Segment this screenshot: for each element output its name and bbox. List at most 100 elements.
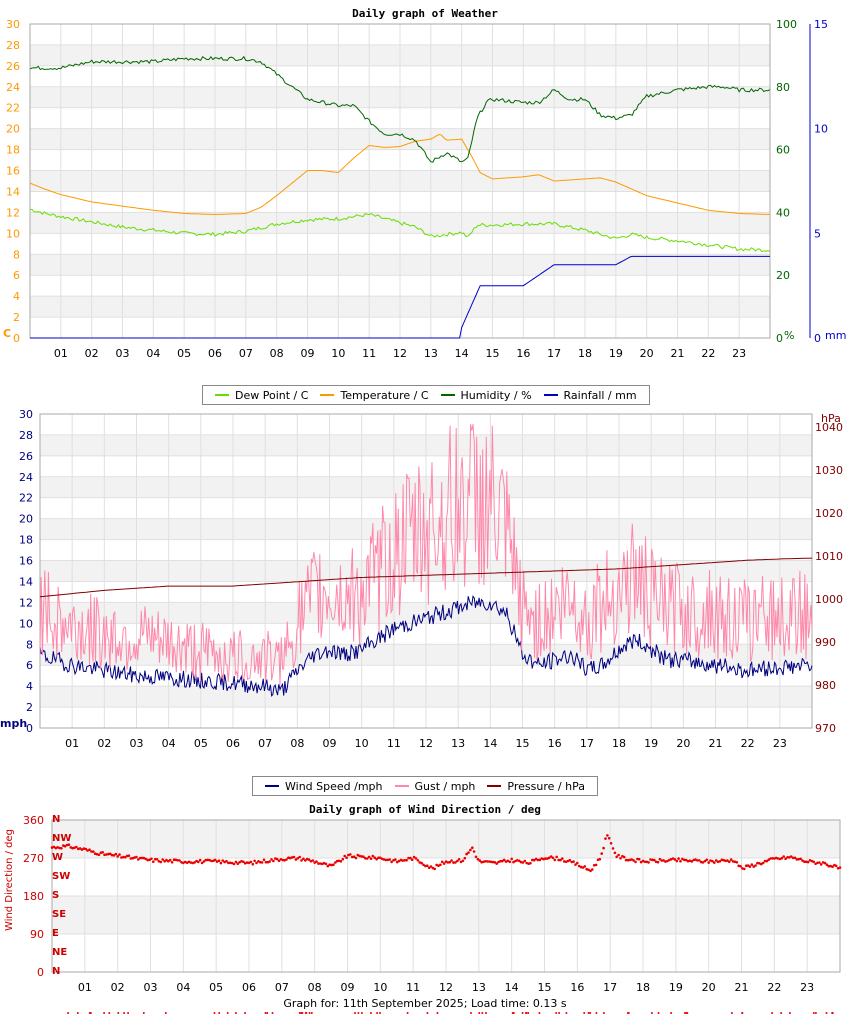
chart2-speed-tick: 2 [26, 701, 33, 714]
chart3-x-tick: 02 [111, 981, 125, 994]
chart3-point [789, 855, 793, 858]
chart2-speed-tick: 14 [19, 575, 33, 588]
chart3-point [311, 859, 315, 862]
chart3-point [606, 834, 609, 837]
chart3-point [178, 859, 181, 862]
chart3-point [782, 855, 785, 858]
chart3-x-tick: 04 [176, 981, 190, 994]
chart1-left-tick: 0 [13, 332, 20, 345]
chart3-point [653, 858, 656, 862]
chart3-point [409, 856, 412, 860]
chart2-x-tick: 18 [612, 737, 626, 750]
chart1-humidity-tick: 40 [776, 206, 790, 219]
chart3-calm-point [305, 1012, 308, 1014]
chart3-point [831, 865, 834, 868]
chart3-deg-tick: 0 [37, 966, 44, 979]
chart3-point [302, 857, 305, 861]
chart1-series-1 [29, 133, 771, 216]
chart1-rain-tick: 5 [814, 227, 821, 240]
chart3-x-tick: 10 [373, 981, 387, 994]
legend-label: Rainfall / mm [563, 388, 637, 402]
chart2-pressure-tick: 1000 [815, 593, 843, 606]
legend-label: Temperature / C [340, 388, 429, 402]
chart1-x-tick: 02 [85, 347, 99, 360]
chart1-humidity-tick: 100 [776, 18, 797, 31]
chart3-point [446, 861, 450, 864]
chart3-point [168, 858, 172, 862]
chart3-point [420, 861, 423, 865]
chart3-point [138, 856, 142, 860]
chart3-x-tick: 20 [702, 981, 716, 994]
chart3-compass-label: NW [52, 833, 71, 844]
chart2-x-tick: 22 [741, 737, 755, 750]
chart3-point [639, 860, 643, 864]
chart3-plot-border [51, 819, 841, 973]
chart3-x-tick: 19 [669, 981, 683, 994]
chart3-x-tick: 21 [735, 981, 749, 994]
chart3-calm-point [436, 1012, 439, 1014]
chart3-point [326, 864, 330, 868]
chart3-x-tick: 11 [406, 981, 420, 994]
chart3-point [750, 863, 754, 866]
chart3-x-tick: 23 [800, 981, 814, 994]
chart2-x-tick: 01 [65, 737, 79, 750]
chart3-point [118, 853, 121, 856]
chart3-point [819, 863, 823, 866]
chart3-point [217, 859, 221, 862]
chart3-calm-point [470, 1012, 472, 1014]
chart3-calm-point [685, 1012, 688, 1014]
chart1-humidity-tick: 0 [776, 332, 783, 345]
chart2-x-tick: 07 [258, 737, 272, 750]
chart3-point [255, 861, 258, 865]
chart3-point [544, 857, 547, 860]
wind-chart: 01 02 03 04 05 06 07 08 09 10 11 12 13 14 15 16 17 18 19 20… [19, 408, 843, 750]
chart3-point [135, 855, 138, 859]
chart3-point [763, 859, 767, 863]
chart3-point [690, 860, 694, 863]
chart3-point [315, 860, 318, 863]
chart3-point [484, 860, 487, 863]
chart3-point [577, 864, 581, 868]
chart1-left-tick: 10 [6, 227, 20, 240]
chart2-speed-tick: 8 [26, 638, 33, 651]
chart3-point [395, 860, 399, 864]
chart3-point [144, 857, 148, 861]
chart3-point [253, 859, 256, 863]
chart1-x-tick: 06 [208, 347, 222, 360]
chart3-point [204, 858, 208, 862]
chart3-calm-point [478, 1012, 481, 1014]
chart2-speed-tick: 6 [26, 659, 33, 672]
chart1-x-tick: 12 [393, 347, 407, 360]
chart3-point [425, 864, 429, 867]
legend-item: Pressure / hPa [487, 780, 585, 793]
chart2-x-tick: 10 [355, 737, 369, 750]
chart3-point [388, 858, 392, 861]
chart3-point [698, 859, 701, 862]
chart3-point [647, 861, 650, 864]
chart3-point [611, 847, 615, 850]
chart3-calm-point [814, 1012, 817, 1014]
chart3-point [232, 862, 236, 866]
chart3-point [206, 858, 209, 862]
chart2-x-tick: 02 [97, 737, 111, 750]
chart3-point [193, 861, 196, 864]
chart1-left-tick: 16 [6, 165, 20, 178]
chart2-pressure-tick: 980 [815, 679, 836, 692]
chart3-point [101, 851, 104, 854]
chart3-point [249, 860, 253, 864]
chart3-point [598, 857, 602, 861]
legend-label: Humidity / % [460, 388, 532, 402]
chart3-point [726, 859, 729, 862]
chart3-point [123, 856, 127, 859]
chart3-point [365, 857, 369, 860]
chart3-point [277, 859, 281, 863]
chart3-point [307, 858, 311, 861]
chart1-rain-axis-unit: mm [825, 329, 846, 342]
chart3-point [345, 856, 348, 859]
chart2-x-tick: 11 [387, 737, 401, 750]
footer-text: Graph for: 11th September 2025; Load tim… [283, 997, 567, 1010]
chart3-title: Daily graph of Wind Direction / deg [309, 803, 541, 816]
chart3-point [673, 858, 677, 861]
chart1-left-tick: 26 [6, 60, 20, 73]
chart3-point [553, 858, 557, 862]
